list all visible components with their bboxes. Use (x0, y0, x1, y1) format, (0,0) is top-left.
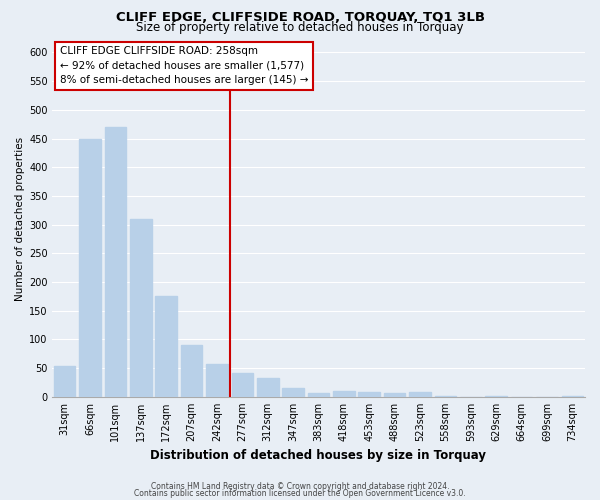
Bar (130, 219, 152, 397)
Text: CLIFF EDGE, CLIFFSIDE ROAD, TORQUAY, TQ1 3LB: CLIFF EDGE, CLIFFSIDE ROAD, TORQUAY, TQ1… (115, 11, 485, 24)
Bar (181, 345, 202, 397)
Bar (104, 127, 126, 397)
Bar (358, 392, 380, 397)
Text: Contains HM Land Registry data © Crown copyright and database right 2024.: Contains HM Land Registry data © Crown c… (151, 482, 449, 491)
Bar (54, 366, 76, 397)
Text: Contains public sector information licensed under the Open Government Licence v3: Contains public sector information licen… (134, 488, 466, 498)
Bar (79, 138, 101, 397)
Text: Size of property relative to detached houses in Torquay: Size of property relative to detached ho… (136, 22, 464, 35)
Bar (333, 391, 355, 397)
Bar (308, 393, 329, 397)
Bar (434, 396, 456, 397)
Bar (562, 396, 583, 397)
Text: CLIFF EDGE CLIFFSIDE ROAD: 258sqm
← 92% of detached houses are smaller (1,577)
8: CLIFF EDGE CLIFFSIDE ROAD: 258sqm ← 92% … (60, 46, 308, 85)
Bar (206, 364, 228, 397)
X-axis label: Distribution of detached houses by size in Torquay: Distribution of detached houses by size … (151, 450, 487, 462)
Bar (283, 388, 304, 397)
Bar (257, 378, 278, 397)
Bar (155, 296, 177, 397)
Bar (409, 392, 431, 397)
Bar (384, 393, 406, 397)
Y-axis label: Number of detached properties: Number of detached properties (15, 137, 25, 301)
Bar (232, 372, 253, 397)
Bar (485, 396, 507, 397)
